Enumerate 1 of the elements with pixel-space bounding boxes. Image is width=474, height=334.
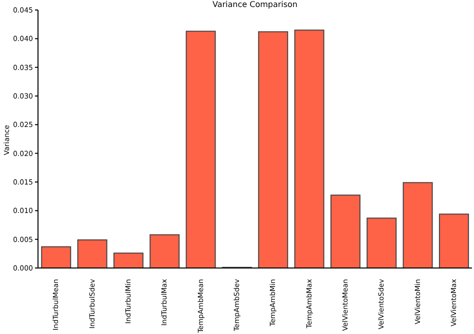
chart-title: Variance Comparison	[212, 0, 298, 9]
